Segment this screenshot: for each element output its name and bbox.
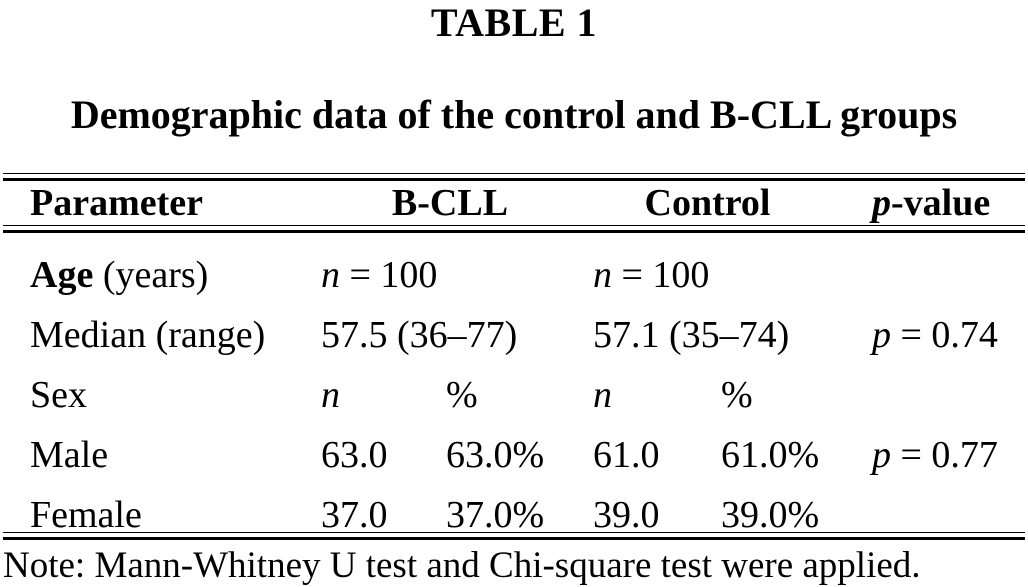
table-label: TABLE 1	[430, 0, 598, 45]
cell-female-bcll-pct: 37.0%	[446, 494, 545, 536]
col-header-pvalue-p: p	[872, 182, 891, 224]
table-header-separator-rule	[3, 225, 1025, 233]
cell-female-bcll-n: 37.0	[321, 494, 388, 536]
cell-male-label: Male	[30, 434, 109, 476]
table-row-female: Female 37.0 37.0% 39.0 39.0%	[3, 485, 1025, 545]
male-pvalue-value: = 0.77	[891, 434, 998, 476]
table-row-male: Male 63.0 63.0% 61.0 61.0% p = 0.77	[3, 425, 1025, 485]
cell-male-control-n: 61.0	[593, 434, 660, 476]
col-header-control: Control	[644, 182, 771, 224]
age-bcll-n-symbol: n	[321, 254, 340, 296]
cell-age-bcll-n: n = 100	[321, 253, 593, 297]
cell-age-control-n: n = 100	[593, 253, 872, 297]
table-row-median: Median (range) 57.5 (36–77) 57.1 (35–74)…	[3, 305, 1025, 365]
median-pvalue-value: = 0.74	[891, 314, 998, 356]
table-caption: Demographic data of the control and B-CL…	[70, 92, 958, 137]
cell-age-label: Age (years)	[30, 253, 321, 297]
cell-median-control: 57.1 (35–74)	[593, 314, 790, 356]
age-control-n-value: = 100	[612, 254, 710, 296]
age-bcll-n-value: = 100	[340, 254, 438, 296]
table-top-rule	[3, 173, 1025, 181]
cell-median-bcll: 57.5 (36–77)	[321, 314, 518, 356]
cell-median-pvalue: p = 0.74	[872, 313, 1025, 357]
cell-male-pvalue: p = 0.77	[872, 433, 1025, 477]
col-header-bcll: B-CLL	[391, 182, 509, 224]
cell-median-label: Median (range)	[30, 314, 266, 356]
cell-sex-bcll-pct-header: %	[446, 374, 478, 416]
age-label-bold: Age	[30, 254, 94, 296]
cell-sex-label: Sex	[30, 374, 87, 416]
table-header-row: Parameter B-CLL Control p-value	[3, 181, 1025, 225]
cell-sex-control-pct-header: %	[721, 374, 753, 416]
age-label-rest: (years)	[93, 254, 209, 296]
table-note: Note: Mann-Whitney U test and Chi-square…	[3, 545, 921, 586]
table-row-age: Age (years) n = 100 n = 100	[3, 245, 1025, 305]
cell-sex-bcll-n-header: n	[321, 374, 340, 416]
col-header-pvalue: p-value	[872, 181, 1025, 225]
median-pvalue-p: p	[872, 314, 891, 356]
cell-male-bcll-pct: 63.0%	[446, 434, 545, 476]
male-pvalue-p: p	[872, 434, 891, 476]
cell-sex-control-n-header: n	[593, 374, 612, 416]
table-row-sex: Sex n % n %	[3, 365, 1025, 425]
cell-male-control-pct: 61.0%	[721, 434, 820, 476]
age-control-n-symbol: n	[593, 254, 612, 296]
cell-female-label: Female	[30, 494, 142, 536]
table-bottom-rule	[3, 532, 1025, 540]
col-header-parameter: Parameter	[30, 182, 203, 224]
cell-male-bcll-n: 63.0	[321, 434, 388, 476]
table-body: Age (years) n = 100 n = 100 Median (rang…	[3, 233, 1025, 545]
cell-female-control-pct: 39.0%	[721, 494, 820, 536]
cell-female-control-n: 39.0	[593, 494, 660, 536]
col-header-pvalue-rest: -value	[891, 182, 991, 224]
